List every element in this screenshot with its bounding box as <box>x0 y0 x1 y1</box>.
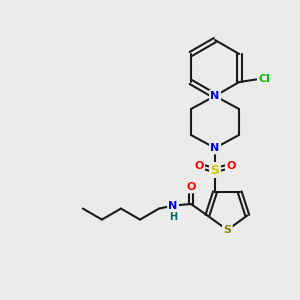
Text: S: S <box>223 225 231 235</box>
Text: N: N <box>168 201 178 211</box>
Text: O: O <box>194 161 204 171</box>
Text: O: O <box>226 161 236 171</box>
Text: Cl: Cl <box>258 74 270 84</box>
Text: S: S <box>211 164 220 176</box>
Text: N: N <box>210 91 220 101</box>
Text: H: H <box>169 212 177 222</box>
Text: O: O <box>186 182 196 192</box>
Text: N: N <box>210 143 220 153</box>
